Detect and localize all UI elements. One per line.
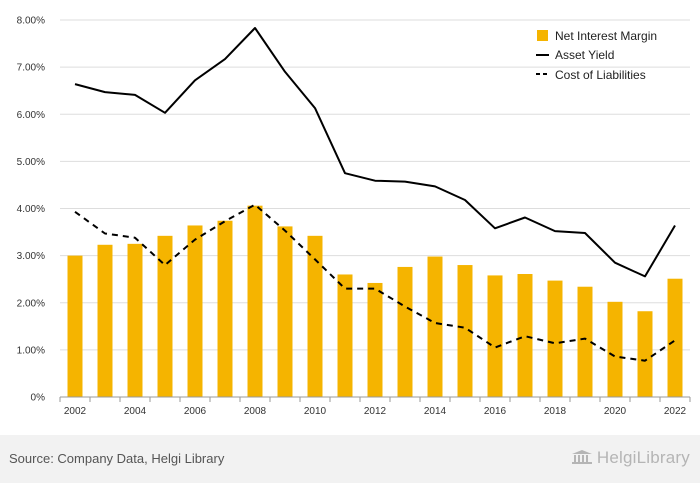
library-building-icon — [571, 450, 592, 464]
x-tick-label: 2002 — [64, 406, 87, 417]
y-tick-label: 2.00% — [17, 298, 45, 309]
bar-net-interest-margin-2005 — [157, 235, 173, 397]
bar-net-interest-margin-2015 — [457, 265, 473, 397]
y-tick-label: 0% — [31, 393, 46, 404]
bar-net-interest-margin-2007 — [217, 220, 233, 397]
bar-net-interest-margin-2002 — [67, 255, 83, 397]
x-tick-label: 2010 — [304, 406, 327, 417]
line-cost-of-liabilities — [74, 203, 676, 362]
bar-net-interest-margin-2003 — [97, 244, 113, 397]
legend-swatch-net-interest-margin — [537, 30, 548, 41]
x-tick-label: 2012 — [364, 406, 387, 417]
y-tick-label: 5.00% — [17, 157, 45, 168]
y-tick-label: 7.00% — [17, 63, 45, 74]
bar-net-interest-margin-2008 — [247, 205, 263, 397]
bar-net-interest-margin-2014 — [427, 256, 443, 397]
x-tick-label: 2004 — [124, 406, 147, 417]
x-tick-label: 2014 — [424, 406, 447, 417]
source-text: Source: Company Data, Helgi Library — [9, 451, 225, 466]
legend: Net Interest Margin Asset Yield Cost of … — [536, 29, 657, 82]
x-tick-label: 2008 — [244, 406, 267, 417]
chart: 0% 1.00% 2.00% 3.00% 4.00% 5.00% 6.00% 7.00% 8.0… — [17, 16, 691, 417]
x-tick-label: 2006 — [184, 406, 207, 417]
bar-net-interest-margin-2013 — [397, 266, 413, 397]
footer: Source: Company Data, Helgi Library Helg… — [0, 435, 700, 483]
bar-net-interest-margin-2019 — [577, 286, 593, 397]
bar-net-interest-margin-2022 — [667, 278, 683, 397]
x-tick-label: 2018 — [544, 406, 567, 417]
y-tick-label: 8.00% — [17, 16, 45, 27]
x-tick-label: 2020 — [604, 406, 627, 417]
legend-label-asset-yield: Asset Yield — [555, 48, 614, 62]
bar-net-interest-margin-2021 — [637, 311, 653, 397]
line-asset-yield — [74, 27, 676, 278]
y-tick-label: 6.00% — [17, 110, 45, 121]
legend-label-net-interest-margin: Net Interest Margin — [555, 29, 657, 43]
bar-net-interest-margin-2010 — [307, 235, 323, 397]
y-tick-label: 3.00% — [17, 251, 45, 262]
x-tick-label: 2016 — [484, 406, 507, 417]
brand: HelgiLibrary — [571, 448, 690, 468]
bar-net-interest-margin-2018 — [547, 280, 563, 397]
y-tick-label: 4.00% — [17, 204, 45, 215]
bar-net-interest-margin-2012 — [367, 282, 383, 397]
bar-net-interest-margin-2009 — [277, 226, 293, 397]
x-axis: 2002 2004 2006 2008 2010 2012 2014 2016 2018 2020… — [59, 396, 691, 417]
legend-label-cost-of-liabilities: Cost of Liabilities — [555, 68, 646, 82]
bar-net-interest-margin-2011 — [337, 274, 353, 397]
brand-text: HelgiLibrary — [596, 448, 690, 467]
bar-net-interest-margin-2017 — [517, 274, 533, 397]
bar-net-interest-margin-2016 — [487, 275, 503, 397]
x-tick-label: 2022 — [664, 406, 687, 417]
bar-net-interest-margin-2006 — [187, 225, 203, 397]
lines — [74, 27, 676, 362]
y-axis: 0% 1.00% 2.00% 3.00% 4.00% 5.00% 6.00% 7.00% 8.0… — [17, 16, 45, 404]
y-tick-label: 1.00% — [17, 345, 45, 356]
bar-net-interest-margin-2020 — [607, 301, 623, 397]
bars-net-interest-margin — [67, 205, 683, 397]
bar-net-interest-margin-2004 — [127, 243, 143, 397]
